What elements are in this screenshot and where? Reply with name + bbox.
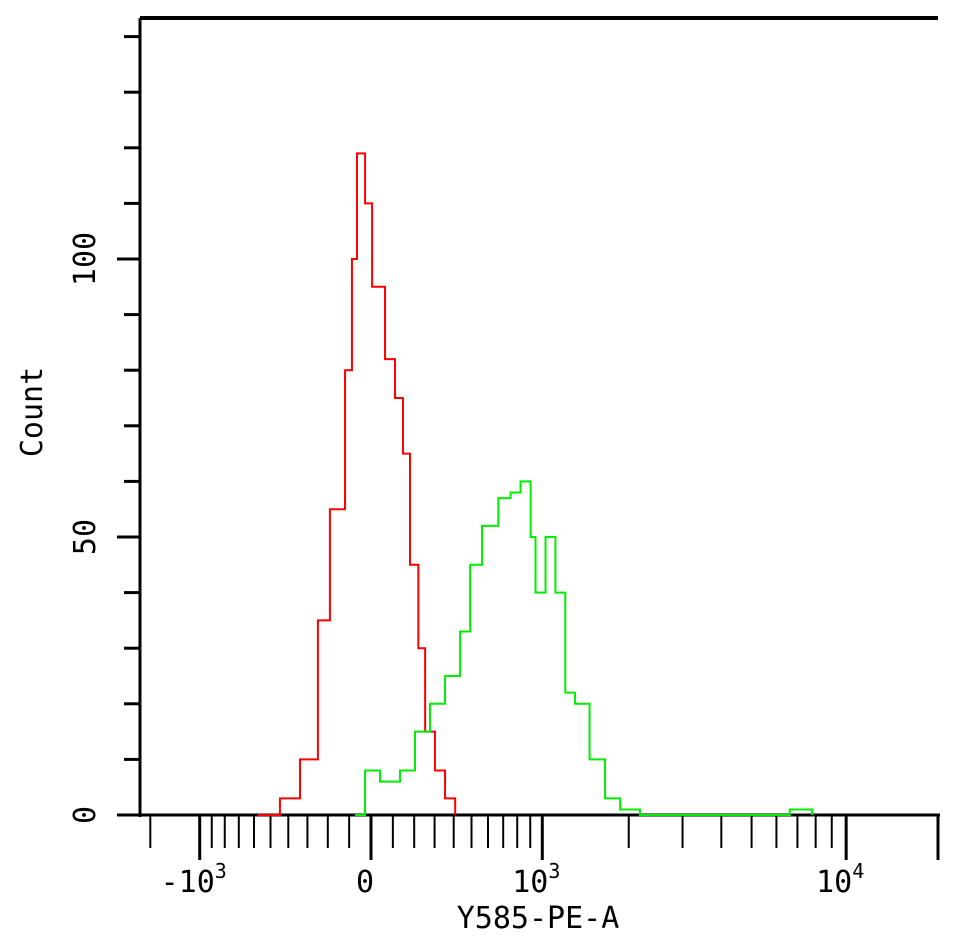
histogram-series-control [258, 152, 457, 816]
plot-frame [120, 16, 940, 817]
y-axis-label: Count [15, 367, 50, 457]
x-tick-label: 103 [512, 859, 560, 900]
y-tick-label: 50 [68, 519, 103, 555]
x-tick-label: -103 [161, 859, 227, 900]
x-tick-label: 0 [356, 865, 374, 900]
x-tick-label: 104 [816, 859, 864, 900]
histogram-series-sample [355, 480, 814, 816]
y-tick-label: 0 [68, 806, 103, 824]
y-tick-label: 100 [68, 232, 103, 286]
x-axis-label: Y585-PE-A [457, 901, 620, 936]
